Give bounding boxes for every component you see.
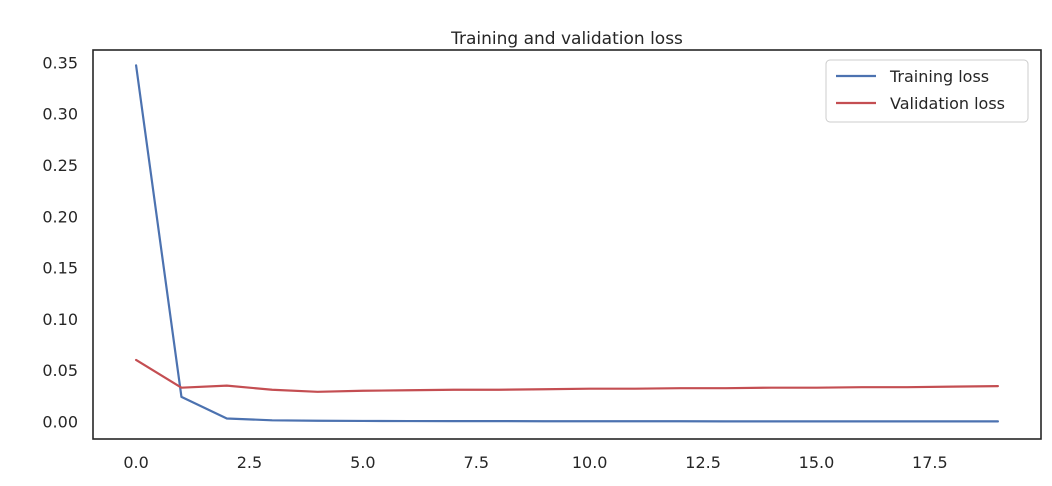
chart-title: Training and validation loss <box>450 29 683 49</box>
x-tick-label: 12.5 <box>685 453 721 472</box>
y-tick-label: 0.25 <box>42 156 78 175</box>
x-tick-label: 2.5 <box>237 453 262 472</box>
legend: Training loss Validation loss <box>825 59 1029 123</box>
x-tick-label: 10.0 <box>572 453 608 472</box>
y-tick-label: 0.35 <box>42 53 78 72</box>
y-tick-label: 0.10 <box>42 310 78 329</box>
x-tick-label: 15.0 <box>799 453 835 472</box>
plot-frame <box>92 49 1042 440</box>
y-tick-label: 0.00 <box>42 413 78 432</box>
series-line-validation-loss <box>134 358 1000 393</box>
x-tick-label: 5.0 <box>350 453 375 472</box>
legend-label-training-loss: Training loss <box>889 67 989 86</box>
x-tick-label: 17.5 <box>912 453 948 472</box>
series-line-training-loss <box>134 64 1000 423</box>
x-tick-label: 0.0 <box>123 453 148 472</box>
legend-label-validation-loss: Validation loss <box>890 94 1005 113</box>
y-tick-label: 0.20 <box>42 207 78 226</box>
y-tick-label: 0.15 <box>42 259 78 278</box>
legend-box <box>825 59 1029 123</box>
y-tick-label: 0.30 <box>42 105 78 124</box>
y-tick-label: 0.05 <box>42 361 78 380</box>
x-tick-label: 7.5 <box>464 453 489 472</box>
